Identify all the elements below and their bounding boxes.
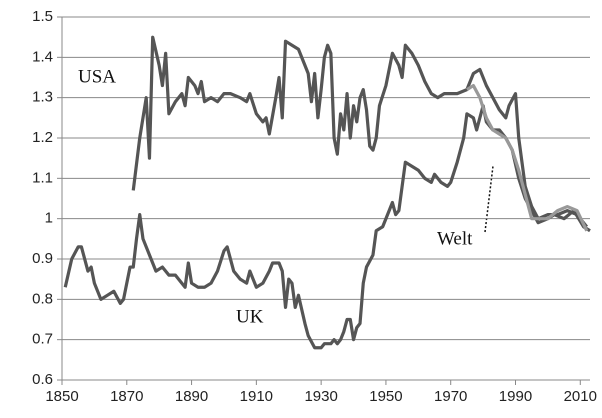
y-tick-label: 1 (45, 210, 53, 227)
series-line (466, 83, 589, 232)
y-tick-label: 1.5 (32, 8, 53, 25)
annotation-pointer (484, 165, 494, 233)
annotation: Welt (437, 228, 473, 249)
y-tick-label: 1.3 (32, 89, 53, 106)
y-tick-label: 0.9 (32, 250, 53, 267)
x-tick-label: 1970 (434, 388, 467, 405)
series-line (63, 104, 591, 350)
x-tick-label: 1850 (45, 388, 78, 405)
series-line (131, 35, 589, 228)
x-tick-label: 2010 (564, 388, 597, 405)
y-tick-label: 1.1 (32, 169, 53, 186)
x-tick-label: 1910 (240, 388, 273, 405)
x-tick-label: 1990 (499, 388, 532, 405)
x-tick-label: 1890 (175, 388, 208, 405)
annotation: USA (78, 66, 116, 87)
y-tick-label: 1.2 (32, 129, 53, 146)
y-tick-label: 0.6 (32, 371, 53, 388)
x-tick-label: 1930 (304, 388, 337, 405)
y-tick-label: 1.4 (32, 48, 53, 65)
x-tick-label: 1870 (110, 388, 143, 405)
y-tick-label: 0.7 (32, 331, 53, 348)
x-tick-label: 1950 (369, 388, 402, 405)
y-tick-label: 0.8 (32, 290, 53, 307)
annotation: UK (236, 306, 264, 327)
